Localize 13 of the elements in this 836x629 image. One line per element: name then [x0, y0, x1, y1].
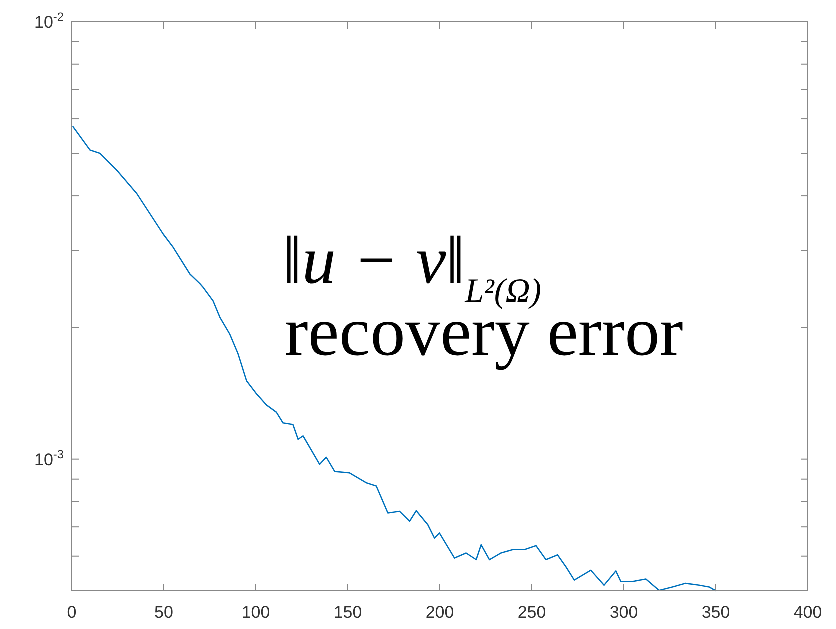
x-tick-label: 350: [702, 603, 730, 622]
x-tick-label: 50: [154, 603, 174, 622]
x-tick-label: 300: [610, 603, 638, 622]
x-tick-label: 0: [67, 603, 77, 622]
line-series: [72, 126, 717, 592]
x-tick-label: 400: [794, 603, 822, 622]
x-tick-label: 100: [242, 603, 270, 622]
x-tick-label: 200: [426, 603, 454, 622]
y-tick-label: 10$^{-2}$: [34, 10, 64, 32]
annotation: ‖u − v‖$_{L²(Ω)}$: [283, 222, 542, 310]
y-tick-label: 10$^{-3}$: [34, 447, 64, 470]
x-tick-label: 250: [518, 603, 546, 622]
x-tick-label: 150: [334, 603, 362, 622]
